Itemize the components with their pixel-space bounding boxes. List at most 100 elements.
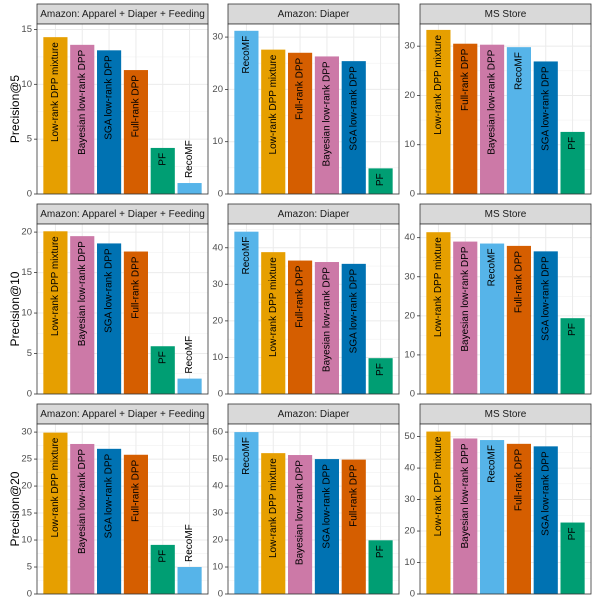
bar-recomf (177, 183, 202, 194)
bar-label: Full-rank DPP (131, 75, 142, 138)
bar-recomf (234, 432, 259, 594)
y-tick-label: 0 (410, 189, 415, 200)
bar-label: RecoMF (241, 237, 252, 275)
bar-label: Full-rank DPP (514, 449, 525, 512)
bar-label: Bayesian low-rank DPP (77, 449, 88, 554)
y-tick-label: 20 (212, 315, 223, 326)
y-tick-label: 30 (404, 494, 415, 505)
bar-label: Low-rank DPP mixture (268, 257, 279, 357)
y-tick-label: 0 (410, 389, 415, 400)
bar-label: Bayesian low-rank DPP (322, 267, 333, 372)
bar-label: SGA low-rank DPP (540, 66, 551, 151)
panel-1-1: Amazon: Apparel + Diaper + Feeding 0 5 10 15… (21, 3, 209, 200)
bar-recomf (234, 30, 259, 194)
bar-label: PF (567, 137, 578, 150)
bar-label: RecoMF (241, 437, 252, 475)
y-tick-label: 20 (404, 310, 415, 321)
panel-3-1: Amazon: Apparel + Diaper + Feeding 0 5 10 15… (21, 403, 209, 600)
y-tick-label: 20 (404, 526, 415, 537)
bar-bayesian-low-rank-dpp (453, 438, 478, 594)
bar-label: SGA low-rank DPP (348, 269, 359, 354)
y-tick-label: 0 (218, 589, 223, 598)
bar-pf (368, 168, 393, 194)
bar-full-rank-dpp (506, 443, 531, 594)
bar-low-rank-dpp-mixture (261, 453, 286, 594)
bar-label: Full-rank DPP (348, 464, 359, 527)
bar-label: SGA low-rank DPP (540, 256, 551, 341)
bar-label: SGA low-rank DPP (322, 464, 333, 549)
bar-bayesian-low-rank-dpp (70, 44, 95, 194)
panel-3-3: MS Store 0 10 20 30 40 50 Low-rank DPP mixture B… (404, 403, 592, 600)
y-axis-label: Precision@20 (8, 471, 22, 546)
y-tick-label: 10 (212, 136, 223, 147)
panel-border (227, 223, 400, 395)
y-tick-label: 40 (404, 232, 415, 243)
bar-label: SGA low-rank DPP (104, 55, 115, 140)
bar-full-rank-dpp (123, 454, 148, 594)
bar-pf (150, 346, 175, 394)
bar-label: RecoMF (184, 336, 195, 374)
y-tick-label: 10 (404, 557, 415, 568)
bar-recomf (177, 567, 202, 594)
bar-label: Low-rank DPP mixture (50, 236, 61, 336)
y-tick-label: 15 (21, 24, 32, 35)
panel-title: MS Store (485, 209, 527, 220)
bar-label: Bayesian low-rank DPP (460, 443, 471, 548)
bar-label: Low-rank DPP mixture (268, 54, 279, 154)
bar-full-rank-dpp (288, 52, 313, 195)
bar-full-rank-dpp (453, 43, 478, 194)
y-tick-label: 25 (21, 454, 32, 465)
y-tick-label: 10 (21, 79, 32, 90)
y-tick-label: 5 (27, 134, 32, 145)
bar-pf (560, 318, 585, 394)
bar-low-rank-dpp-mixture (43, 231, 68, 394)
y-tick-label: 50 (212, 454, 223, 465)
y-tick-label: 30 (404, 271, 415, 282)
y-axis-label: Precision@10 (8, 271, 22, 346)
bar-label: Bayesian low-rank DPP (77, 50, 88, 155)
bar-label: Full-rank DPP (131, 256, 142, 319)
panel-border (36, 23, 209, 195)
bar-label: RecoMF (184, 524, 195, 562)
panel-title: Amazon: Apparel + Diaper + Feeding (40, 209, 205, 220)
bar-label: RecoMF (184, 140, 195, 178)
y-tick-label: 10 (212, 562, 223, 573)
y-tick-label: 40 (212, 242, 223, 253)
bar-recomf (480, 440, 505, 594)
bar-label: Bayesian low-rank DPP (460, 246, 471, 351)
y-tick-label: 10 (212, 352, 223, 363)
panel-border (227, 423, 400, 595)
panel-2-1: Amazon: Apparel + Diaper + Feeding 0 5 10 15… (21, 203, 209, 400)
bar-label: Full-rank DPP (514, 251, 525, 314)
bar-label: PF (375, 545, 386, 558)
panel-title: MS Store (485, 409, 527, 420)
y-tick-label: 0 (27, 189, 32, 200)
panel-border (227, 23, 400, 195)
y-tick-label: 40 (212, 481, 223, 492)
bar-pf (150, 544, 175, 594)
bar-label: PF (157, 550, 168, 563)
bar-label: RecoMF (487, 445, 498, 483)
y-axis-label: Precision@5 (8, 75, 22, 144)
bar-label: Bayesian low-rank DPP (295, 460, 306, 565)
bar-label: Low-rank DPP mixture (433, 237, 444, 337)
y-tick-label: 0 (27, 389, 32, 400)
bar-full-rank-dpp (123, 251, 148, 394)
bar-label: Low-rank DPP mixture (268, 458, 279, 558)
bar-pf (368, 540, 393, 594)
y-tick-label: 30 (21, 427, 32, 438)
y-tick-label: 60 (212, 427, 223, 438)
bar-label: Full-rank DPP (295, 265, 306, 328)
bar-recomf (480, 243, 505, 394)
y-tick-label: 5 (27, 348, 32, 359)
bar-label: Full-rank DPP (295, 57, 306, 120)
panel-title: Amazon: Apparel + Diaper + Feeding (40, 9, 205, 20)
y-tick-label: 10 (21, 308, 32, 319)
bar-label: Bayesian low-rank DPP (322, 61, 333, 166)
panel-border (419, 423, 592, 595)
y-tick-label: 15 (21, 508, 32, 519)
bar-label: RecoMF (487, 249, 498, 287)
y-tick-label: 0 (27, 589, 32, 598)
bar-full-rank-dpp (123, 70, 148, 194)
